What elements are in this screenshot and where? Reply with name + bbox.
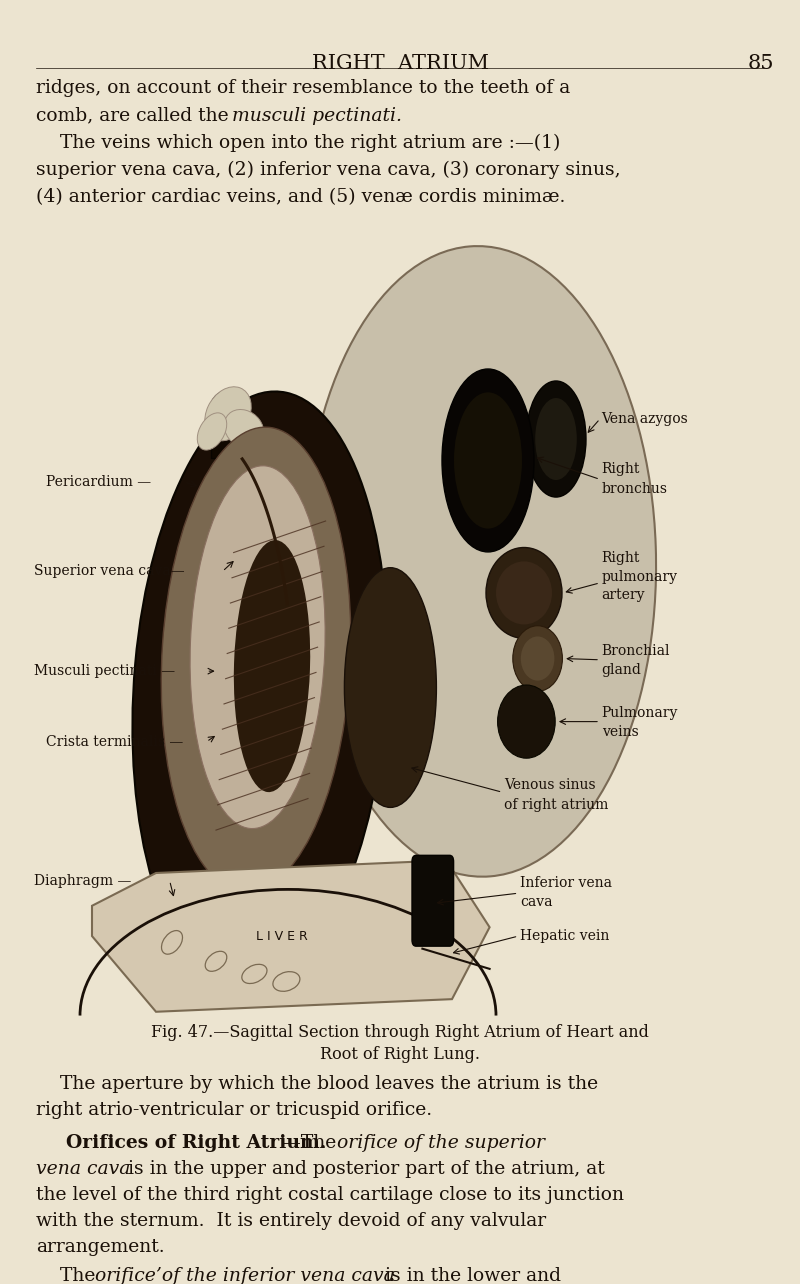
Ellipse shape [344,568,437,808]
Text: bronchus: bronchus [602,483,667,497]
Text: Vena azygos: Vena azygos [602,412,688,426]
Ellipse shape [205,386,251,440]
Text: Fig. 47.—Sagittal Section through Right Atrium of Heart and: Fig. 47.—Sagittal Section through Right … [151,1025,649,1041]
Text: Superior vena cava—: Superior vena cava— [34,565,185,579]
Text: Orifices of Right Atrium.: Orifices of Right Atrium. [66,1134,326,1152]
FancyBboxPatch shape [412,855,454,946]
Text: 85: 85 [748,54,774,73]
Ellipse shape [198,413,226,451]
Ellipse shape [521,637,554,681]
Text: superior vena cava, (2) inferior vena cava, (3) coronary sinus,: superior vena cava, (2) inferior vena ca… [36,160,621,178]
Bar [211,406,248,458]
Text: Right: Right [602,462,640,476]
Ellipse shape [224,410,264,448]
Text: Pericardium —: Pericardium — [46,475,151,489]
Ellipse shape [498,686,555,758]
Text: Hepatic vein: Hepatic vein [520,930,610,942]
Text: Musculi pectinati —: Musculi pectinati — [34,664,175,678]
Text: Crista terminalis —: Crista terminalis — [46,734,184,749]
Ellipse shape [526,381,586,497]
Ellipse shape [133,392,387,991]
Text: The: The [36,1267,102,1284]
Text: the level of the third right costal cartilage close to its junction: the level of the third right costal cart… [36,1186,624,1204]
Text: Pulmonary: Pulmonary [602,706,678,720]
Text: of right atrium: of right atrium [504,797,608,811]
Text: Venous sinus: Venous sinus [504,778,596,792]
Ellipse shape [304,247,656,877]
Text: The aperture by which the blood leaves the atrium is the: The aperture by which the blood leaves t… [36,1075,598,1093]
Ellipse shape [486,547,562,638]
Text: orifice of the superior: orifice of the superior [337,1134,545,1152]
Text: with the sternum.  It is entirely devoid of any valvular: with the sternum. It is entirely devoid … [36,1212,546,1230]
Ellipse shape [211,390,248,422]
Polygon shape [92,860,490,1012]
Text: The veins which open into the right atrium are :—(1): The veins which open into the right atri… [36,134,560,152]
Text: L I V E R: L I V E R [256,930,307,942]
Text: veins: veins [602,724,638,738]
Text: —The: —The [282,1134,342,1152]
Text: pulmonary: pulmonary [602,570,678,583]
Text: musculi pectinati.: musculi pectinati. [232,107,402,125]
Ellipse shape [513,625,562,691]
Text: vena cava: vena cava [36,1159,130,1177]
Text: is in the lower and: is in the lower and [379,1267,562,1284]
Text: right atrio-ventricular or tricuspid orifice.: right atrio-ventricular or tricuspid ori… [36,1100,432,1118]
Ellipse shape [496,561,552,624]
Text: RIGHT  ATRIUM: RIGHT ATRIUM [311,54,489,73]
Ellipse shape [190,466,325,828]
Text: comb, are called the: comb, are called the [36,107,234,125]
Text: arrangement.: arrangement. [36,1238,165,1256]
Ellipse shape [454,393,522,529]
Text: (4) anterior cardiac veins, and (5) venæ cordis minimæ.: (4) anterior cardiac veins, and (5) venæ… [36,187,566,205]
Bar [48,394,752,1019]
Text: Inferior vena: Inferior vena [520,876,612,890]
Text: Right: Right [602,551,640,565]
Ellipse shape [535,398,577,480]
Ellipse shape [162,428,350,892]
Text: cava: cava [520,895,553,909]
Text: Root of Right Lung.: Root of Right Lung. [320,1046,480,1063]
Text: orifice’of the inferior vena cava: orifice’of the inferior vena cava [95,1267,395,1284]
Text: is in the upper and posterior part of the atrium, at: is in the upper and posterior part of th… [122,1159,605,1177]
Ellipse shape [234,541,310,792]
Text: Bronchial: Bronchial [602,645,670,657]
Text: Diaphragm —: Diaphragm — [34,873,132,887]
Text: gland: gland [602,663,642,677]
Ellipse shape [442,369,534,552]
Text: artery: artery [602,588,645,602]
Text: ridges, on account of their resemblance to the teeth of a: ridges, on account of their resemblance … [36,80,570,98]
